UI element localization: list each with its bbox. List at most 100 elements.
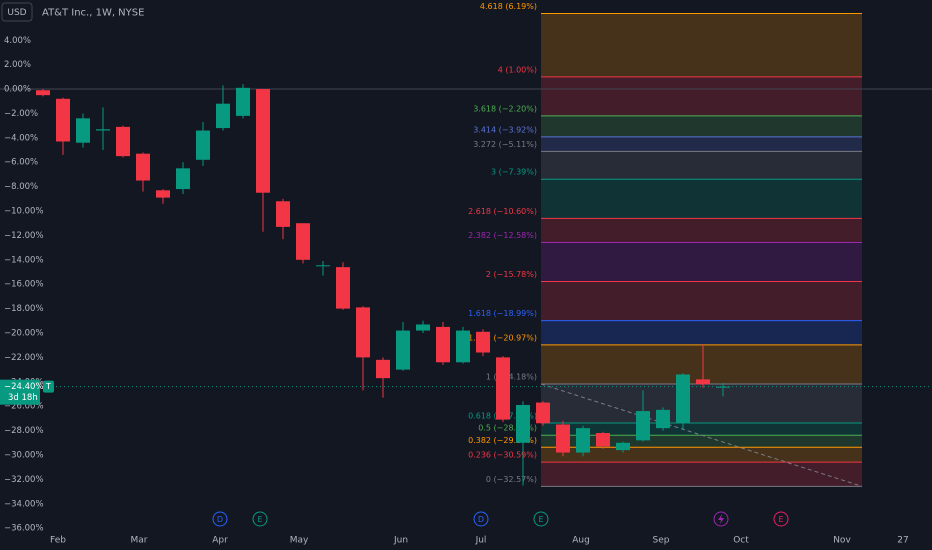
fib-zone <box>541 423 862 436</box>
fib-zone <box>541 151 862 180</box>
last-price-label: −24.40% <box>4 382 44 392</box>
fib-label: 4.618 (6.19%) <box>480 2 537 11</box>
candle-body <box>416 324 430 331</box>
x-tick-label: Jun <box>393 536 408 546</box>
candle-body <box>276 201 290 227</box>
fib-label: 3.618 (−2.20%) <box>473 104 537 113</box>
candle-body <box>576 428 590 453</box>
candle-body <box>316 265 330 267</box>
y-tick-label: −32.00% <box>4 475 44 485</box>
x-tick-label: Oct <box>733 536 749 546</box>
y-tick-label: −8.00% <box>4 182 38 192</box>
event-label: D <box>478 515 484 524</box>
fib-label: 2.382 (−12.58%) <box>468 231 537 240</box>
fib-zone <box>541 320 862 345</box>
countdown: 3d 18h <box>8 393 38 403</box>
y-tick-label: −28.00% <box>4 426 44 436</box>
candle-body <box>96 129 110 131</box>
x-tick-label: Sep <box>653 536 670 546</box>
chart-title: AT&T Inc., 1W, NYSE <box>42 8 144 19</box>
fib-zone <box>541 218 862 243</box>
candle-body <box>116 126 130 157</box>
y-tick-label: −6.00% <box>4 158 38 168</box>
candle-body <box>196 130 210 160</box>
candle-body <box>716 386 730 388</box>
candle-body <box>656 409 670 429</box>
candle-body <box>616 442 630 451</box>
candle-body <box>436 326 450 363</box>
fib-zone <box>541 462 862 487</box>
x-tick-label: May <box>290 536 309 546</box>
fib-label: 3.272 (−5.11%) <box>473 140 537 149</box>
lightning-icon <box>713 511 729 527</box>
fib-zone <box>541 383 862 424</box>
y-tick-label: 2.00% <box>4 60 31 70</box>
fib-label: 0.382 (−29.37%) <box>468 436 537 445</box>
event-marker <box>533 511 549 527</box>
candle-body <box>296 223 310 260</box>
fib-label: 3 (−7.39%) <box>491 168 537 177</box>
y-tick-label: −36.00% <box>4 524 44 534</box>
candle-body <box>76 118 90 143</box>
y-tick-label: 0.00% <box>4 85 31 95</box>
fib-label: 0.5 (−28.38%) <box>478 424 537 433</box>
y-tick-label: −2.00% <box>4 109 38 119</box>
candle-body <box>136 153 150 181</box>
event-label: E <box>778 515 783 524</box>
candle-body <box>256 89 270 193</box>
symbol-label: T <box>45 382 51 391</box>
x-tick-label: Feb <box>50 536 66 546</box>
y-tick-label: −12.00% <box>4 231 44 241</box>
x-tick-label: Apr <box>212 536 228 546</box>
x-tick-label: Jul <box>475 536 487 546</box>
fib-zone <box>541 344 862 384</box>
y-tick-label: 4.00% <box>4 36 31 46</box>
fib-label: 3.414 (−3.92%) <box>473 125 537 134</box>
candle-body <box>516 404 530 443</box>
fib-zone <box>541 115 862 137</box>
y-tick-label: −14.00% <box>4 255 44 265</box>
fib-label: 1.618 (−18.99%) <box>468 309 537 318</box>
candle-body <box>156 190 170 198</box>
fib-zone <box>541 76 862 116</box>
fib-label: 4 (1.00%) <box>498 65 537 74</box>
event-label: E <box>257 515 262 524</box>
y-tick-label: −34.00% <box>4 499 44 509</box>
y-tick-label: −10.00% <box>4 207 44 217</box>
y-tick-label: −16.00% <box>4 280 44 290</box>
currency: USD <box>7 8 26 18</box>
fib-label: 0.236 (−30.59%) <box>468 451 537 460</box>
x-tick-label: 27 <box>897 536 908 546</box>
x-tick-label: Aug <box>572 536 590 546</box>
fib-label: 1 (−24.18%) <box>486 372 537 381</box>
fib-zone <box>541 136 862 152</box>
fib-zone <box>541 281 862 321</box>
fib-label: 0 (−32.57%) <box>486 475 537 484</box>
candle-body <box>676 374 690 424</box>
candle-body <box>36 90 50 96</box>
y-tick-label: −18.00% <box>4 304 44 314</box>
candle-body <box>456 330 470 363</box>
y-tick-label: −22.00% <box>4 353 44 363</box>
x-tick-label: Mar <box>131 536 148 546</box>
trend-line <box>540 383 863 487</box>
y-tick-label: −4.00% <box>4 133 38 143</box>
event-label: E <box>538 515 543 524</box>
candle-body <box>236 87 250 116</box>
y-tick-label: −30.00% <box>4 450 44 460</box>
fib-zone <box>541 179 862 219</box>
y-tick-label: −20.00% <box>4 329 44 339</box>
candle-body <box>376 359 390 379</box>
candle-body <box>336 267 350 309</box>
fib-zone <box>541 242 862 282</box>
y-tick-label: −26.00% <box>4 402 44 412</box>
candle-body <box>636 411 650 441</box>
candle-body <box>176 168 190 190</box>
candle-body <box>596 433 610 447</box>
candle-body <box>696 379 710 385</box>
fib-label: 2 (−15.78%) <box>486 270 537 279</box>
event-marker <box>773 511 789 527</box>
x-tick-label: Nov <box>833 536 851 546</box>
candle-body <box>56 98 70 142</box>
